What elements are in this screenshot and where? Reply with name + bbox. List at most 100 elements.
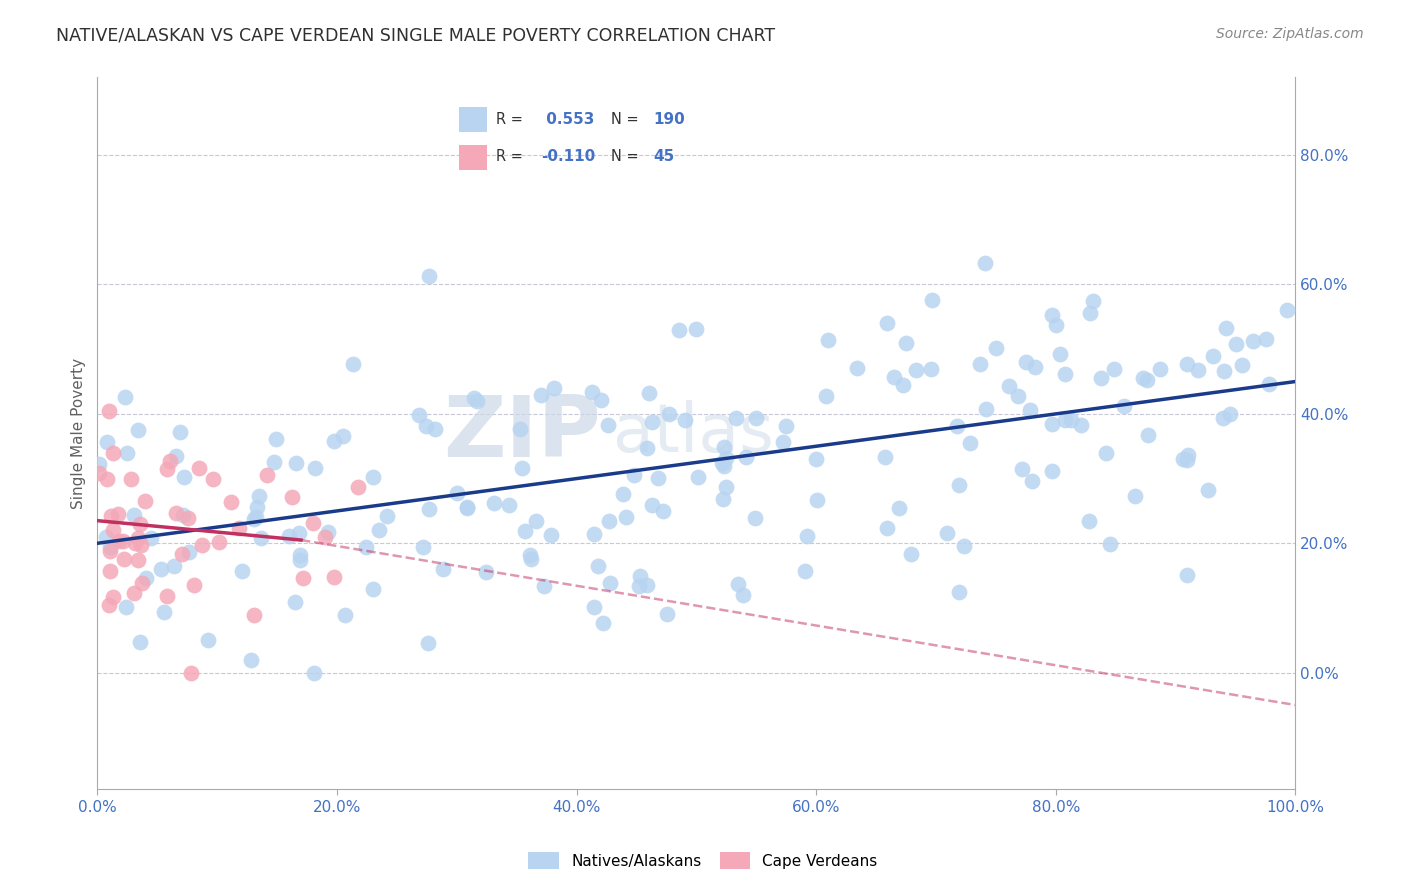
Point <box>418 501 440 516</box>
Point <box>948 478 970 492</box>
Point <box>588 558 610 573</box>
Point <box>190 538 212 552</box>
Point <box>1040 309 1063 323</box>
Point <box>323 434 346 449</box>
Point <box>714 450 737 465</box>
Point <box>302 516 325 531</box>
Point <box>519 549 541 563</box>
Point <box>408 408 430 422</box>
Point <box>129 634 152 648</box>
Text: NATIVE/ALASKAN VS CAPE VERDEAN SINGLE MALE POVERTY CORRELATION CHART: NATIVE/ALASKAN VS CAPE VERDEAN SINGLE MA… <box>56 27 775 45</box>
Point <box>685 322 707 336</box>
Point <box>921 293 943 308</box>
Point <box>592 616 614 631</box>
Point <box>114 390 136 404</box>
Point <box>524 514 547 528</box>
Point <box>197 633 219 648</box>
Point <box>735 450 758 465</box>
Point <box>636 578 658 592</box>
Point <box>96 435 118 450</box>
Point <box>796 529 818 543</box>
Point <box>1175 452 1198 467</box>
Point <box>628 579 651 593</box>
Point <box>246 500 269 514</box>
Point <box>156 589 179 603</box>
Point <box>641 498 664 512</box>
Text: Source: ZipAtlas.com: Source: ZipAtlas.com <box>1216 27 1364 41</box>
Point <box>1090 371 1112 385</box>
Point <box>793 564 815 578</box>
Point <box>876 316 898 330</box>
Point <box>332 428 354 442</box>
Point <box>772 434 794 449</box>
Text: atlas: atlas <box>613 401 773 467</box>
Point <box>711 492 734 507</box>
Point <box>314 530 336 544</box>
Point <box>817 333 839 347</box>
Point <box>641 416 664 430</box>
Point <box>1054 368 1077 382</box>
Point <box>599 575 621 590</box>
Point <box>475 565 498 579</box>
Point <box>953 539 976 553</box>
Point <box>323 570 346 584</box>
Point <box>1007 389 1029 403</box>
Point <box>628 569 651 583</box>
Point <box>122 508 145 522</box>
Point <box>686 470 709 484</box>
Point <box>231 564 253 578</box>
Point <box>134 493 156 508</box>
Point <box>304 460 326 475</box>
Point <box>284 595 307 609</box>
Point <box>107 507 129 521</box>
Point <box>727 577 749 591</box>
Point <box>177 545 200 559</box>
Point <box>510 461 533 475</box>
Point <box>598 417 620 432</box>
Point <box>245 510 267 524</box>
Point <box>363 469 385 483</box>
Point <box>375 508 398 523</box>
Point <box>1175 568 1198 582</box>
Point <box>1177 448 1199 462</box>
Point <box>219 495 242 509</box>
Point <box>974 256 997 270</box>
Point <box>945 418 967 433</box>
Point <box>284 457 307 471</box>
Point <box>1049 347 1071 361</box>
Point <box>165 450 187 464</box>
Point <box>484 496 506 510</box>
Point <box>463 391 485 405</box>
Point <box>247 489 270 503</box>
Point <box>1045 318 1067 332</box>
Point <box>1024 360 1046 375</box>
Point <box>540 528 562 542</box>
Point <box>177 511 200 525</box>
Point <box>266 433 288 447</box>
Point <box>997 379 1019 393</box>
Point <box>846 360 869 375</box>
Point <box>187 460 209 475</box>
Point <box>165 506 187 520</box>
Point <box>775 419 797 434</box>
Point <box>530 388 553 402</box>
Point <box>647 471 669 485</box>
Point <box>658 408 681 422</box>
Point <box>1149 362 1171 376</box>
Point <box>581 385 603 400</box>
Point <box>986 341 1008 355</box>
Point <box>112 534 135 549</box>
Point <box>115 446 138 460</box>
Point <box>1187 362 1209 376</box>
Point <box>1054 412 1077 426</box>
Point <box>256 467 278 482</box>
Point <box>288 553 311 567</box>
Point <box>250 531 273 545</box>
Point <box>101 590 124 604</box>
Point <box>465 394 488 409</box>
Point <box>638 386 661 401</box>
Point <box>887 501 910 516</box>
Point <box>302 665 325 680</box>
Point <box>361 582 384 597</box>
Point <box>1132 371 1154 385</box>
